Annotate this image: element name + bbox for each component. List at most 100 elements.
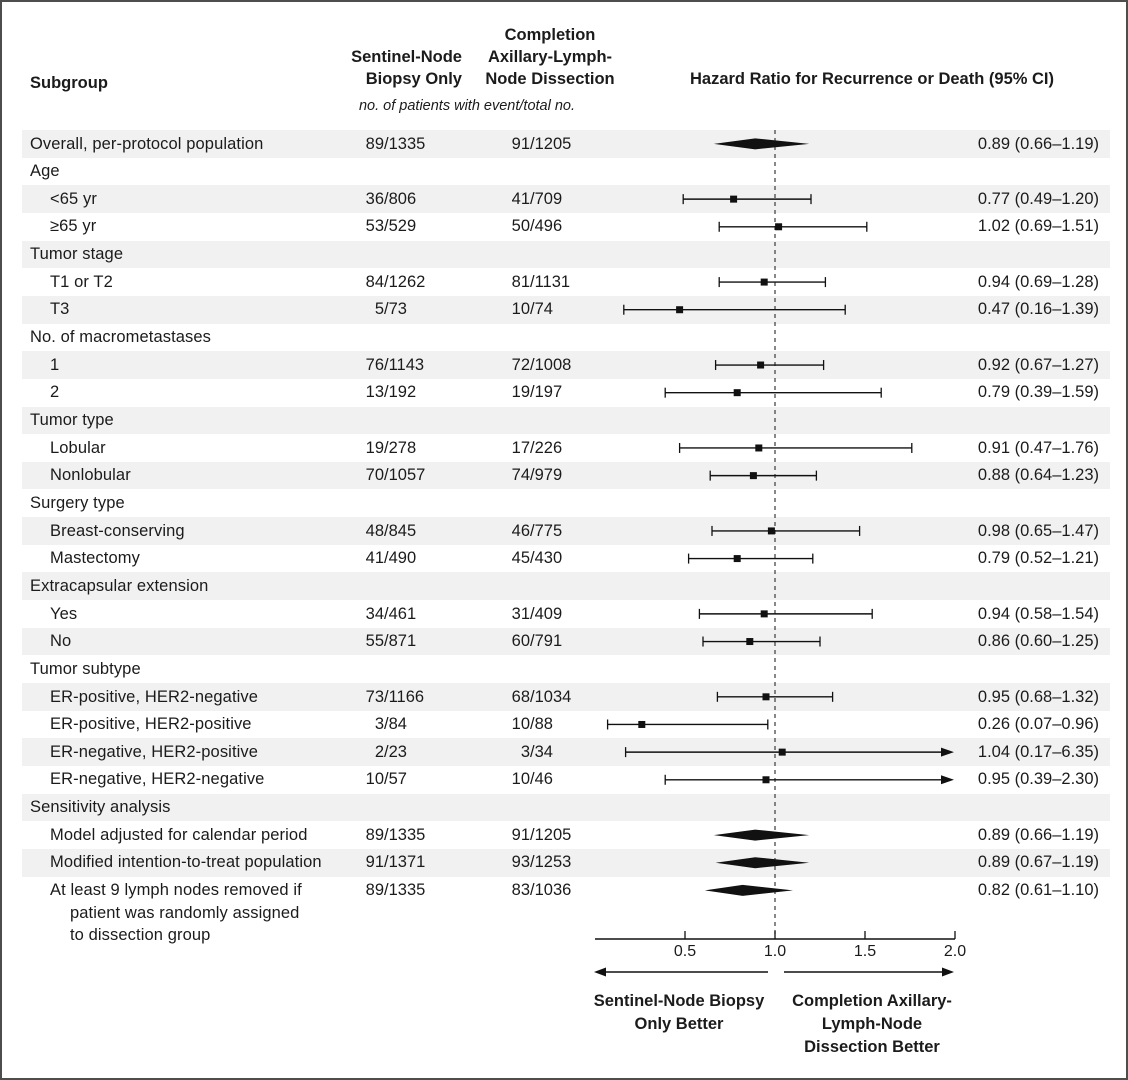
alnd-count-slash: / (530, 521, 535, 540)
x-axis-tick-label: 1.0 (763, 943, 787, 960)
snb-count-denominator: 490 (388, 549, 417, 568)
snb-count-denominator: 1262 (388, 272, 426, 291)
snb-count: 89/1335 (348, 826, 426, 845)
alnd-count-slash: / (530, 853, 535, 872)
snb-count-slash: / (384, 715, 389, 734)
snb-count-denominator: 845 (388, 521, 417, 540)
subgroup-label: Tumor type (30, 411, 114, 429)
snb-count-numerator: 36 (365, 189, 384, 208)
snb-count-denominator: 23 (388, 742, 407, 761)
snb-count-slash: / (384, 770, 389, 789)
alnd-count-slash: / (530, 770, 535, 789)
alnd-count: 10/46 (490, 770, 553, 789)
subgroup-label: Model adjusted for calendar period (50, 825, 308, 844)
subgroup-label: Tumor subtype (30, 659, 141, 678)
subgroup-label: <65 yr (50, 189, 97, 208)
alnd-count: 17/226 (490, 439, 562, 458)
snb-count-denominator: 73 (388, 300, 407, 319)
alnd-count-denominator: 1036 (534, 881, 572, 900)
row-shading-band (22, 848, 1110, 877)
alnd-count-denominator: 496 (534, 217, 563, 236)
alnd-count: 19/197 (490, 383, 562, 402)
snb-count-numerator: 70 (365, 466, 384, 485)
snb-count-numerator: 53 (365, 217, 384, 236)
subgroup-label: ER-positive, HER2-negative (50, 687, 259, 706)
alnd-count-denominator: 1034 (534, 687, 572, 706)
alnd-count: 10/88 (490, 715, 553, 734)
alnd-count-slash: / (530, 881, 535, 900)
alnd-count-slash: / (530, 217, 535, 236)
snb-count-slash: / (384, 300, 389, 319)
snb-count-denominator: 1335 (388, 881, 426, 900)
column-header-hazard-ratio: Hazard Ratio for Recurrence or Death (95… (689, 70, 1054, 88)
direction-label-right: Completion Axillary- Lymph-Node Dissection… (762, 990, 982, 1059)
subgroup-label: Mastectomy (50, 549, 140, 568)
subgroup-label: ≥65 yr (50, 217, 97, 236)
direction-label-right-line: Dissection Better (804, 1038, 940, 1056)
snb-count: 10/57 (348, 770, 407, 789)
snb-count-slash: / (384, 217, 389, 236)
snb-count-numerator: 41 (365, 549, 384, 568)
alnd-count: 83/1036 (490, 881, 572, 900)
row-shading-band (22, 240, 1110, 269)
snb-count-numerator: 19 (365, 438, 384, 457)
snb-count-denominator: 278 (388, 438, 417, 457)
row-shading-band (22, 295, 1110, 324)
alnd-count-denominator: 979 (534, 466, 563, 485)
row-shading-band (22, 461, 1110, 490)
alnd-count: 46/775 (490, 522, 562, 541)
alnd-count-denominator: 430 (534, 549, 563, 568)
column-header-subgroup: Subgroup (30, 74, 108, 92)
alnd-count-denominator: 709 (534, 189, 563, 208)
column-header-alnd-line3: Node Dissection (485, 70, 615, 88)
snb-count-slash: / (384, 466, 389, 485)
alnd-count-slash: / (530, 825, 535, 844)
alnd-count-numerator: 10 (511, 715, 530, 734)
snb-count-numerator: 89 (365, 134, 384, 153)
alnd-count-denominator: 46 (534, 770, 553, 789)
snb-count-denominator: 192 (388, 383, 417, 402)
direction-label-left-line: Only Better (634, 1015, 724, 1033)
alnd-count-numerator: 45 (511, 549, 530, 568)
snb-count: 19/278 (348, 439, 416, 458)
snb-count-numerator: 5 (374, 300, 384, 319)
alnd-count-denominator: 1205 (534, 134, 572, 153)
row-shading-band (22, 627, 1110, 656)
alnd-count-slash: / (530, 355, 535, 374)
snb-count: 34/461 (348, 605, 416, 624)
snb-count: 55/871 (348, 632, 416, 651)
row-shading-band (22, 406, 1110, 435)
snb-count-slash: / (384, 355, 389, 374)
snb-count-slash: / (384, 189, 389, 208)
snb-count: 84/1262 (348, 272, 426, 292)
alnd-count-slash: / (530, 687, 535, 706)
alnd-count-slash: / (530, 300, 535, 319)
alnd-count: 91/1205 (490, 825, 572, 845)
snb-count-slash: / (384, 742, 389, 761)
hazard-ratio-value: 0.89 (0.66–1.19) (977, 825, 1099, 844)
alnd-count: 72/1008 (490, 355, 572, 375)
hazard-ratio-value: 0.89 (0.67–1.19) (977, 853, 1099, 872)
snb-count: 2/23 (348, 743, 407, 762)
subgroup-label: Lobular (50, 438, 106, 457)
alnd-count-numerator: 60 (511, 632, 530, 651)
snb-count-denominator: 1371 (388, 853, 426, 872)
alnd-count-numerator: 93 (511, 853, 530, 872)
snb-count-denominator: 57 (388, 770, 407, 789)
alnd-count: 81/1131 (490, 273, 570, 292)
alnd-count-denominator: 1008 (534, 355, 572, 374)
snb-count-denominator: 1057 (388, 466, 426, 485)
snb-count: 53/529 (348, 217, 416, 236)
hazard-ratio-value: 0.94 (0.58–1.54) (977, 604, 1099, 623)
subgroup-label: At least 9 lymph nodes removed if (50, 881, 302, 900)
snb-count: 3/84 (348, 715, 407, 734)
subgroup-label-continuation: patient was randomly assigned (70, 903, 300, 922)
snb-count-numerator: 91 (365, 853, 384, 872)
alnd-count-numerator: 68 (511, 687, 530, 706)
column-header-snb-line2: Biopsy Only (365, 70, 462, 88)
alnd-count-slash: / (530, 549, 535, 568)
